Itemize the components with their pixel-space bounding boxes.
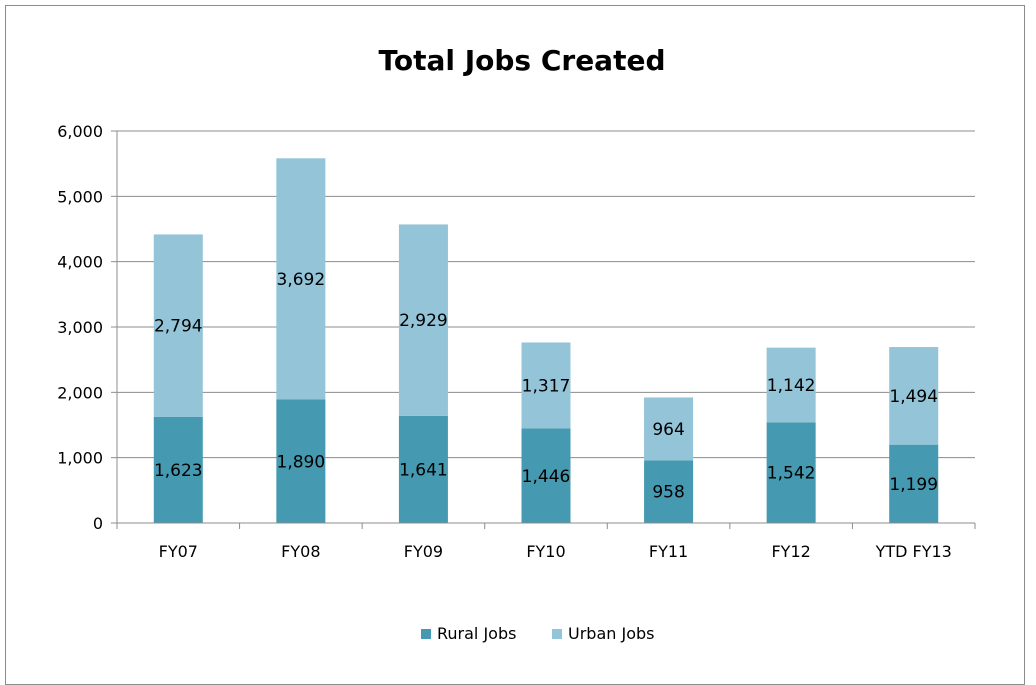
bar-rural-jobs (521, 428, 571, 523)
y-tick-label: 3,000 (57, 318, 103, 337)
y-tick-label: 6,000 (57, 122, 103, 141)
y-tick-label: 5,000 (57, 187, 103, 206)
data-label: 1,142 (767, 376, 816, 396)
data-label: 1,542 (767, 464, 816, 484)
y-axis: 0 1,000 2,000 3,000 4,000 5,000 6,000 (57, 122, 118, 533)
bar-rural-jobs (889, 444, 939, 523)
bar-urban-jobs (766, 347, 816, 423)
y-tick-label: 0 (93, 514, 103, 533)
data-label: 1,199 (889, 475, 938, 495)
data-label: 958 (652, 483, 684, 503)
bar-urban-jobs (276, 158, 326, 400)
x-tick-label: FY12 (771, 542, 810, 561)
bar-urban-jobs (521, 342, 571, 429)
y-tick-label: 2,000 (57, 383, 103, 402)
bar-rural-jobs (766, 422, 816, 523)
chart-title: Total Jobs Created (378, 44, 665, 77)
data-label: 1,890 (277, 452, 326, 472)
x-tick-label: FY07 (159, 542, 198, 561)
legend-label: Urban Jobs (568, 624, 654, 643)
data-label: 1,623 (154, 461, 203, 481)
legend-swatch (421, 629, 431, 639)
x-tick-label: FY08 (281, 542, 320, 561)
x-axis: FY07 FY08 FY09 FY10 FY11 FY12 YTD FY13 (116, 522, 976, 561)
data-label: 3,692 (277, 270, 326, 290)
bar-rural-jobs (398, 415, 448, 523)
bar-urban-jobs (153, 234, 203, 417)
legend: Rural Jobs Urban Jobs (421, 624, 654, 643)
data-label: 964 (652, 420, 684, 440)
gridlines (117, 130, 975, 459)
y-tick-label: 1,000 (57, 449, 103, 468)
data-label: 1,641 (399, 460, 448, 480)
data-labels: 1,623 2,794 1,890 3,692 1,641 2,929 1,446 1,317… (154, 270, 938, 503)
data-label: 2,794 (154, 317, 203, 337)
x-tick-label: FY11 (649, 542, 688, 561)
x-tick-label: YTD FY13 (875, 542, 952, 561)
data-label: 1,494 (889, 387, 938, 407)
bar-urban-jobs (889, 347, 939, 445)
bar-rural-jobs (644, 460, 694, 523)
data-label: 1,446 (522, 467, 571, 487)
x-tick-label: FY09 (404, 542, 443, 561)
data-label: 1,317 (522, 377, 571, 397)
bar-rural-jobs (153, 416, 203, 523)
stacked-bar-chart: Total Jobs Created 0 1,000 2,000 3,000 4,000… (57, 44, 976, 643)
bar-urban-jobs (644, 397, 694, 461)
bar-urban-jobs (398, 224, 448, 416)
legend-label: Rural Jobs (437, 624, 516, 643)
data-label: 2,929 (399, 311, 448, 331)
legend-swatch (552, 629, 562, 639)
x-tick-label: FY10 (526, 542, 565, 561)
bar-rural-jobs (276, 399, 326, 523)
y-tick-label: 4,000 (57, 253, 103, 272)
bars (153, 158, 939, 523)
